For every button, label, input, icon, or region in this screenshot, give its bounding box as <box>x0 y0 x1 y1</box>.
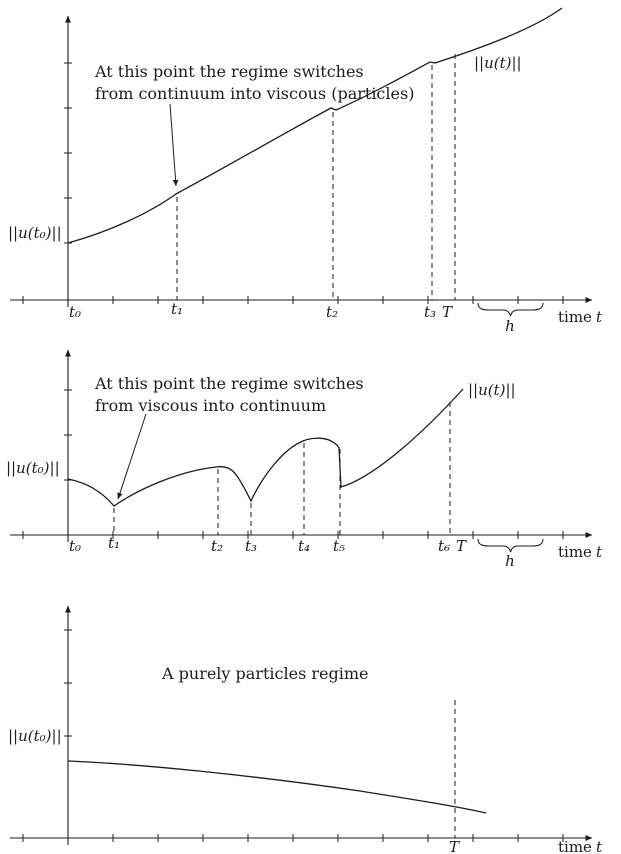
norm-curve <box>67 760 487 814</box>
y-axis-tick-marks <box>64 62 72 244</box>
step-brace <box>477 538 544 553</box>
tick-label-t6: t₆ <box>438 537 450 555</box>
initial-value-label: ||u(t₀)|| <box>8 224 62 242</box>
tick-label-t1: t₁ <box>108 534 120 552</box>
curve-label: ||u(t)|| <box>474 54 522 72</box>
norm-curve <box>67 388 464 507</box>
step-label: h <box>505 552 515 570</box>
tick-label-t5: t₅ <box>333 537 345 555</box>
tick-label-t0: t₀ <box>69 303 81 321</box>
x-axis-tick-marks <box>22 834 564 842</box>
y-axis-tick-marks <box>64 629 72 737</box>
time-axis-label-word: time <box>558 838 592 854</box>
panel-2-viscous-to-continuum: At this point the regime switches from v… <box>6 349 603 570</box>
annotation-arrow <box>169 103 179 187</box>
initial-value-label: ||u(t₀)|| <box>6 459 60 477</box>
time-axis-label-word: time <box>558 308 592 326</box>
annotation-line-1: At this point the regime switches <box>94 374 364 393</box>
step-label: h <box>505 317 515 335</box>
tick-label-t0: t₀ <box>69 537 81 555</box>
annotation-line-1: At this point the regime switches <box>94 62 364 81</box>
tick-label-t2: t₂ <box>211 537 223 555</box>
tick-label-t4: t₄ <box>298 537 310 555</box>
initial-value-label: ||u(t₀)|| <box>8 727 62 745</box>
time-axis-variable: t <box>596 308 603 326</box>
annotation-line-2: from viscous into continuum <box>95 396 326 415</box>
tick-label-t3: t₃ <box>245 537 257 555</box>
norm-curve <box>67 7 563 244</box>
time-axis-label: time t <box>558 543 603 561</box>
time-axis-label-word: time <box>558 543 592 561</box>
tick-label-T: T <box>456 537 467 555</box>
annotation-arrow <box>117 413 147 500</box>
time-axis-variable: t <box>596 543 603 561</box>
time-axis-variable: t <box>596 838 603 854</box>
tick-label-t1: t₁ <box>171 300 183 318</box>
panel-3-purely-particles: A purely particles regime ||u(t₀)|| T ti… <box>8 605 603 854</box>
curve-label: ||u(t)|| <box>468 381 516 399</box>
time-axis-label: time t <box>558 308 603 326</box>
x-axis-tick-marks <box>22 296 564 304</box>
panel-1-continuum-to-viscous: At this point the regime switches from c… <box>8 7 603 335</box>
tick-label-T: T <box>442 303 453 321</box>
time-axis-label: time t <box>558 838 603 854</box>
panel-caption: A purely particles regime <box>161 664 368 683</box>
tick-label-T: T <box>449 838 460 854</box>
step-brace <box>477 302 544 317</box>
x-axis-tick-marks <box>22 531 564 539</box>
tick-label-t2: t₂ <box>326 303 338 321</box>
annotation-line-2: from continuum into viscous (particles) <box>95 84 414 103</box>
tick-label-t3: t₃ <box>424 303 436 321</box>
